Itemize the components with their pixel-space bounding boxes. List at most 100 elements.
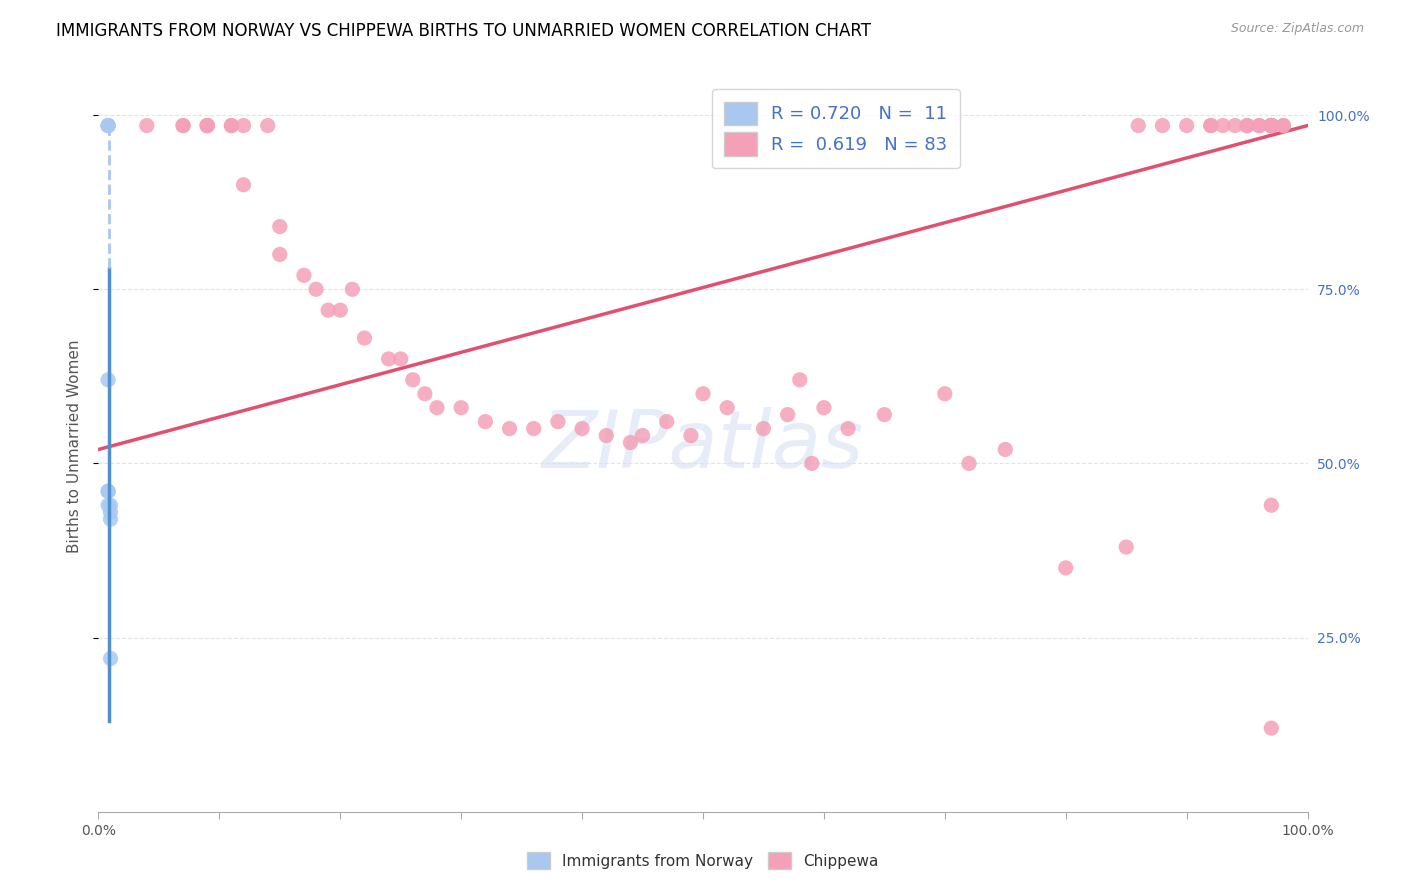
Point [172, 119, 194, 133]
Point [1199, 119, 1222, 133]
Point [1272, 119, 1295, 133]
Point [269, 219, 291, 234]
Point [716, 401, 738, 415]
Point [474, 415, 496, 429]
Point [195, 119, 218, 133]
Legend: Immigrants from Norway, Chippewa: Immigrants from Norway, Chippewa [522, 846, 884, 875]
Point [1175, 119, 1198, 133]
Point [1260, 119, 1282, 133]
Point [377, 351, 399, 366]
Point [292, 268, 315, 283]
Point [994, 442, 1017, 457]
Point [135, 119, 157, 133]
Point [402, 373, 425, 387]
Point [1260, 119, 1282, 133]
Point [523, 421, 546, 435]
Point [1260, 119, 1282, 133]
Point [97, 498, 120, 512]
Point [1260, 119, 1282, 133]
Point [1260, 119, 1282, 133]
Point [221, 119, 243, 133]
Point [221, 119, 243, 133]
Point [172, 119, 194, 133]
Point [619, 435, 641, 450]
Point [100, 498, 122, 512]
Point [1115, 540, 1137, 554]
Point [800, 457, 823, 471]
Point [305, 282, 328, 296]
Point [1260, 119, 1282, 133]
Point [1260, 119, 1282, 133]
Point [1260, 721, 1282, 735]
Point [195, 119, 218, 133]
Point [342, 282, 364, 296]
Point [232, 178, 254, 192]
Point [316, 303, 339, 318]
Point [1260, 119, 1282, 133]
Point [595, 428, 617, 442]
Point [571, 421, 593, 435]
Point [631, 428, 654, 442]
Legend: R = 0.720   N =  11, R =  0.619   N = 83: R = 0.720 N = 11, R = 0.619 N = 83 [711, 89, 960, 169]
Point [655, 415, 678, 429]
Point [752, 421, 775, 435]
Point [1260, 119, 1282, 133]
Point [97, 484, 120, 499]
Point [1199, 119, 1222, 133]
Point [1260, 119, 1282, 133]
Point [1249, 119, 1271, 133]
Point [776, 408, 799, 422]
Point [813, 401, 835, 415]
Point [837, 421, 859, 435]
Point [389, 351, 412, 366]
Point [934, 386, 956, 401]
Point [97, 119, 120, 133]
Text: IMMIGRANTS FROM NORWAY VS CHIPPEWA BIRTHS TO UNMARRIED WOMEN CORRELATION CHART: IMMIGRANTS FROM NORWAY VS CHIPPEWA BIRTH… [56, 22, 872, 40]
Point [1054, 561, 1077, 575]
Point [353, 331, 375, 345]
Point [1223, 119, 1246, 133]
Point [450, 401, 472, 415]
Point [1260, 498, 1282, 512]
Point [97, 119, 120, 133]
Point [1260, 119, 1282, 133]
Point [426, 401, 449, 415]
Point [100, 505, 122, 519]
Point [692, 386, 714, 401]
Point [1260, 119, 1282, 133]
Point [97, 484, 120, 499]
Point [329, 303, 352, 318]
Text: Source: ZipAtlas.com: Source: ZipAtlas.com [1230, 22, 1364, 36]
Point [1128, 119, 1150, 133]
Point [1236, 119, 1258, 133]
Text: ZIPatlas: ZIPatlas [541, 407, 865, 485]
Point [873, 408, 896, 422]
Point [498, 421, 520, 435]
Point [1260, 119, 1282, 133]
Point [957, 457, 980, 471]
Point [789, 373, 811, 387]
Point [100, 512, 122, 526]
Point [100, 651, 122, 665]
Point [413, 386, 436, 401]
Point [195, 119, 218, 133]
Point [1260, 119, 1282, 133]
Point [1249, 119, 1271, 133]
Point [1152, 119, 1174, 133]
Point [232, 119, 254, 133]
Point [256, 119, 278, 133]
Point [679, 428, 702, 442]
Point [97, 119, 120, 133]
Point [195, 119, 218, 133]
Point [1272, 119, 1295, 133]
Point [1260, 119, 1282, 133]
Point [97, 373, 120, 387]
Point [1212, 119, 1234, 133]
Point [1236, 119, 1258, 133]
Point [547, 415, 569, 429]
Y-axis label: Births to Unmarried Women: Births to Unmarried Women [67, 339, 83, 553]
Point [1260, 119, 1282, 133]
Point [269, 247, 291, 261]
Point [1260, 119, 1282, 133]
Point [1260, 119, 1282, 133]
